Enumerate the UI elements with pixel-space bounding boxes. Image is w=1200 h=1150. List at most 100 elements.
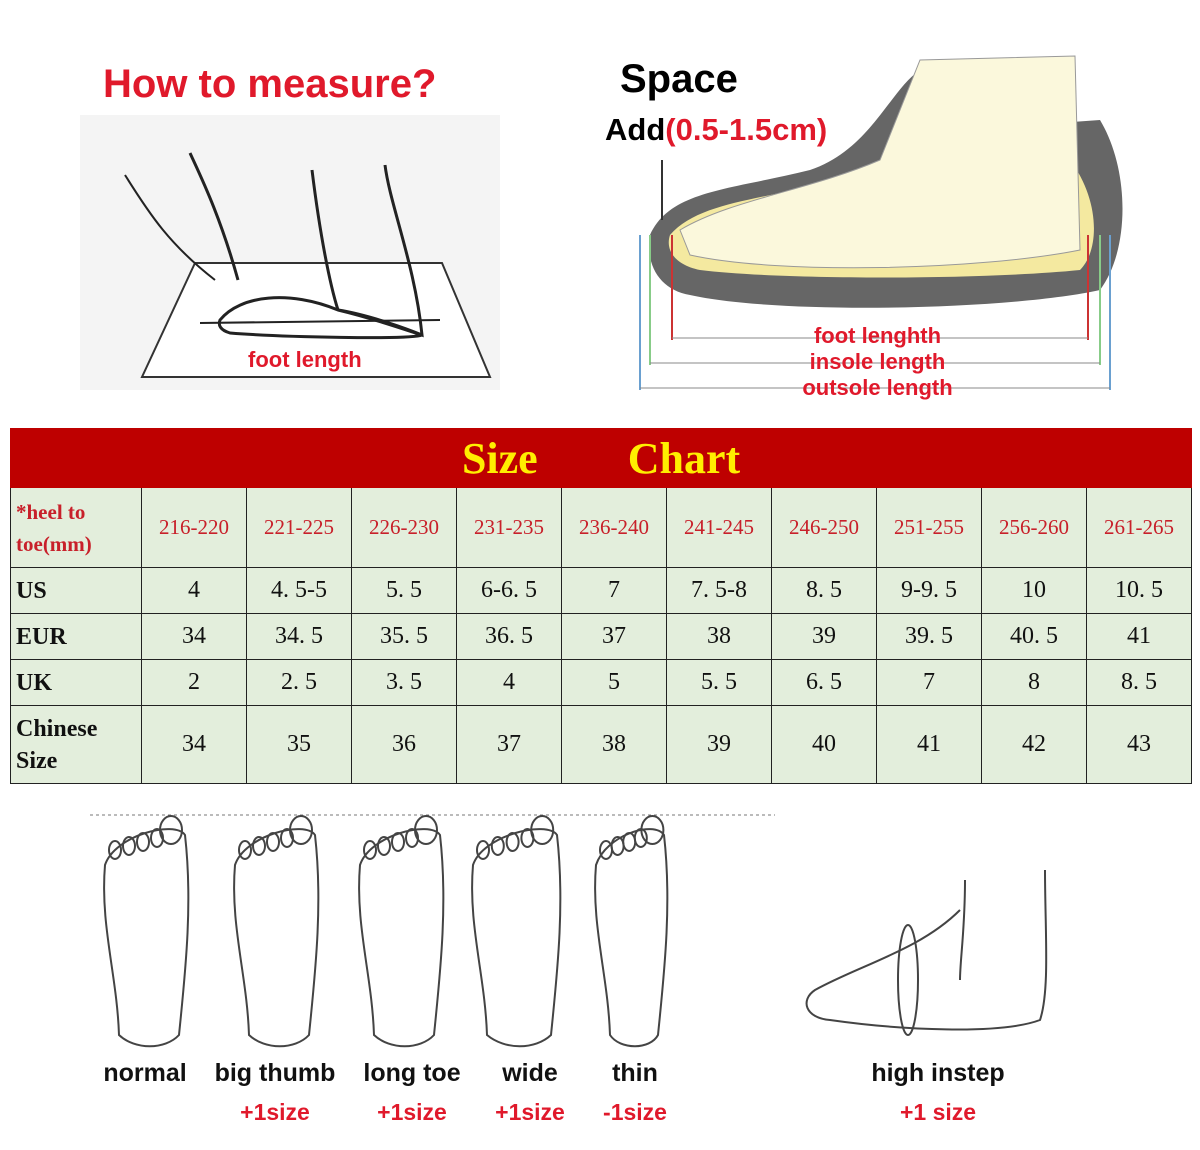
table-row: Chinese Size 34 35 36 37 38 39 40 41 42 43 — [10, 705, 1193, 784]
size-cell: 5 — [561, 659, 667, 706]
foot-type-label: big thumb — [214, 1059, 336, 1087]
how-to-measure-title: How to measure? — [103, 62, 437, 106]
range-cell: 241-245 — [666, 487, 772, 568]
foot-types-illustration — [90, 814, 775, 1048]
toe — [136, 832, 150, 852]
size-cell: 35 — [246, 705, 352, 784]
table-row: US 4 4. 5-5 5. 5 6-6. 5 7 7. 5-8 8. 5 9-9. 5 10 10… — [10, 567, 1193, 614]
range-cell: 251-255 — [876, 487, 982, 568]
size-adjust-label: +1 size — [899, 1099, 977, 1125]
size-cell: 4 — [141, 567, 247, 614]
toe — [252, 836, 266, 856]
foot-type-label: wide — [502, 1059, 558, 1087]
size-cell: 7 — [876, 659, 982, 706]
toe — [490, 836, 505, 856]
foot-outline — [471, 828, 562, 1048]
size-cell: 34 — [141, 705, 247, 784]
size-cell: 2. 5 — [246, 659, 352, 706]
toe — [476, 840, 490, 860]
size-cell: 37 — [456, 705, 562, 784]
foot-outline — [103, 828, 190, 1048]
size-cell: 42 — [981, 705, 1087, 784]
row-header: UK — [10, 659, 142, 706]
size-cell: 9-9. 5 — [876, 567, 982, 614]
foot-outline — [594, 828, 669, 1048]
size-cell: 3. 5 — [351, 659, 457, 706]
size-adjust-label: +1size — [240, 1099, 310, 1125]
table-row: UK 2 2. 5 3. 5 4 5 5. 5 6. 5 7 8 8. 5 — [10, 659, 1193, 706]
toe — [266, 832, 280, 852]
size-adjust-label: +1size — [495, 1099, 565, 1125]
size-cell: 8 — [981, 659, 1087, 706]
size-cell: 4 — [456, 659, 562, 706]
size-cell: 43 — [1085, 705, 1193, 784]
range-cell: 216-220 — [141, 487, 247, 568]
size-cell: 40 — [771, 705, 877, 784]
size-adjust-label: +1size — [377, 1099, 447, 1125]
range-cell: 231-235 — [456, 487, 562, 568]
row-header: Chinese Size — [10, 705, 142, 784]
foot-type-label: high instep — [871, 1059, 1005, 1087]
toe — [108, 840, 122, 860]
shoe-space-illustration — [639, 55, 1123, 390]
toe — [414, 815, 438, 845]
size-cell: 6. 5 — [771, 659, 877, 706]
toe — [289, 815, 313, 845]
size-cell: 5. 5 — [351, 567, 457, 614]
size-cell: 40. 5 — [981, 613, 1087, 660]
toe — [363, 840, 377, 860]
measure-foot-illustration — [80, 115, 500, 390]
size-cell: 36 — [351, 705, 457, 784]
size-cell: 8. 5 — [1085, 659, 1193, 706]
toe — [238, 840, 252, 860]
foot-type-label: normal — [103, 1059, 187, 1087]
range-cell: 221-225 — [246, 487, 352, 568]
space-title: Space — [620, 57, 738, 101]
row-header: EUR — [10, 613, 142, 660]
size-cell: 38 — [561, 705, 667, 784]
size-chart-table: Size Chart *heel to toe(mm) 216-220 221-22… — [9, 428, 1193, 784]
range-cell: 246-250 — [771, 487, 877, 568]
add-label: Add — [605, 112, 666, 147]
size-cell: 34 — [141, 613, 247, 660]
size-cell: 36. 5 — [456, 613, 562, 660]
foot-type-label: long toe — [363, 1059, 461, 1087]
toe — [530, 815, 555, 845]
toe — [159, 815, 183, 845]
size-cell: 37 — [561, 613, 667, 660]
heel-to-toe-header: *heel to toe(mm) — [10, 487, 142, 568]
table-row: *heel to toe(mm) 216-220 221-225 226-230 23… — [10, 487, 1193, 568]
title-chart: Chart — [627, 433, 741, 483]
title-size: Size — [461, 433, 538, 483]
size-chart-title: Size Chart — [9, 428, 1193, 488]
outsole-length-label: outsole length — [802, 375, 953, 400]
toe — [505, 832, 520, 852]
foot-outline — [233, 828, 320, 1048]
foot-length-line-label: foot lenghth — [813, 323, 942, 348]
size-cell: 7 — [561, 567, 667, 614]
size-cell: 39 — [771, 613, 877, 660]
size-cell: 35. 5 — [351, 613, 457, 660]
size-cell: 39 — [666, 705, 772, 784]
add-space-label: Add(0.5-1.5cm) — [605, 112, 827, 148]
foot-outline — [358, 828, 445, 1048]
size-cell: 10. 5 — [1085, 567, 1193, 614]
row-header: US — [10, 567, 142, 614]
add-value: (0.5-1.5cm) — [665, 112, 828, 147]
toe — [391, 832, 405, 852]
range-cell: 226-230 — [351, 487, 457, 568]
toe — [622, 832, 637, 852]
size-cell: 6-6. 5 — [456, 567, 562, 614]
size-cell: 34. 5 — [246, 613, 352, 660]
toe — [640, 815, 665, 845]
size-cell: 5. 5 — [666, 659, 772, 706]
toe — [122, 836, 136, 856]
foot-length-label: foot length — [248, 347, 362, 372]
insole-length-label: insole length — [809, 349, 946, 374]
size-cell: 38 — [666, 613, 772, 660]
size-cell: 41 — [1085, 613, 1193, 660]
foot-type-label: thin — [612, 1059, 658, 1087]
size-cell: 8. 5 — [771, 567, 877, 614]
table-row: EUR 34 34. 5 35. 5 36. 5 37 38 39 39. 5 40. 5 41 — [10, 613, 1193, 660]
